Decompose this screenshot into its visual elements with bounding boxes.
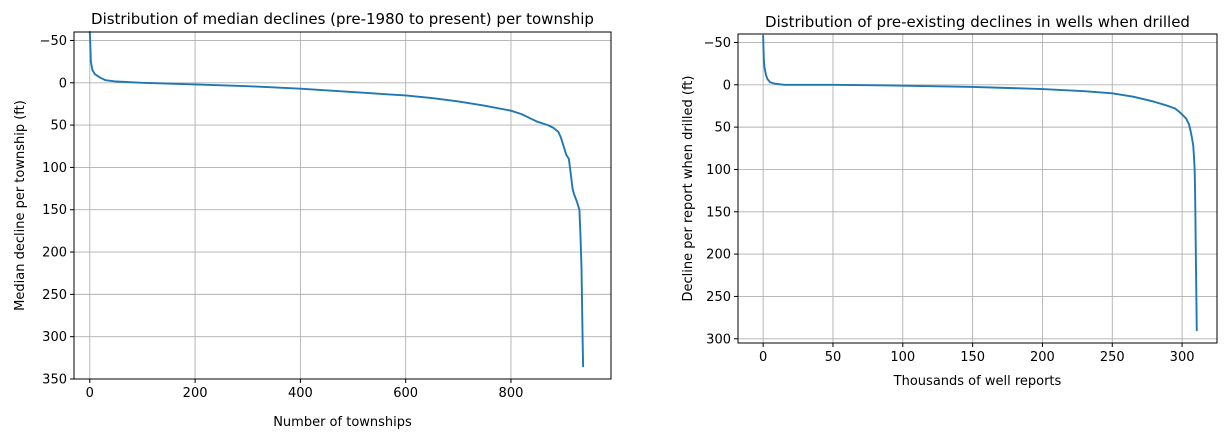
y-tick-label: 150 — [42, 203, 67, 218]
series-line — [762, 34, 1198, 332]
y-tick-label: 250 — [706, 290, 731, 305]
chart-title: Distribution of median declines (pre-198… — [91, 10, 594, 28]
y-tick-label: 250 — [42, 288, 67, 303]
y-tick-label: 50 — [714, 121, 731, 136]
x-axis-label: Number of townships — [273, 415, 412, 430]
x-tick-label: 400 — [288, 386, 313, 401]
x-tick-label: 0 — [86, 386, 94, 401]
x-tick-label: 100 — [890, 350, 915, 365]
x-tick-label: 800 — [499, 386, 524, 401]
y-tick-label: 350 — [42, 373, 67, 388]
y-tick-label: 300 — [706, 332, 731, 347]
x-tick-label: 250 — [1100, 350, 1125, 365]
y-tick-label: −50 — [40, 34, 67, 49]
x-tick-label: 600 — [393, 386, 418, 401]
y-axis-label: Median decline per township (ft) — [13, 100, 28, 311]
y-tick-label: 200 — [706, 248, 731, 263]
y-tick-label: 0 — [59, 76, 67, 91]
chart-median-declines: 0 200 400 600 800 −50 0 50 100 150 200 250 300 350 Di… — [13, 10, 612, 430]
axis-ticks: 0 200 400 600 800 −50 0 50 100 150 200 250 300 350 — [40, 34, 524, 401]
x-tick-label: 150 — [960, 350, 985, 365]
grid-lines — [738, 34, 1217, 343]
chart-title: Distribution of pre-existing declines in… — [765, 13, 1190, 31]
y-axis-label: Decline per report when drilled (ft) — [681, 76, 696, 302]
y-tick-label: 300 — [42, 330, 67, 345]
x-tick-label: 200 — [183, 386, 208, 401]
x-tick-label: 200 — [1030, 350, 1055, 365]
y-tick-label: 100 — [42, 161, 67, 176]
x-axis-label: Thousands of well reports — [893, 374, 1062, 389]
plot-frame — [73, 31, 612, 380]
series-line — [88, 31, 585, 368]
y-tick-label: 0 — [723, 78, 731, 93]
x-tick-label: 300 — [1170, 350, 1195, 365]
y-tick-label: 150 — [706, 205, 731, 220]
y-tick-label: 50 — [50, 119, 67, 134]
y-tick-label: −50 — [704, 36, 731, 51]
axis-ticks: 0 50 100 150 200 250 300 −50 0 50 100 150 200 250 300 — [704, 36, 1195, 365]
y-tick-label: 200 — [42, 246, 67, 261]
chart-preexisting-declines: 0 50 100 150 200 250 300−50050100150200250300 … — [681, 13, 1218, 389]
plot-frame — [737, 33, 1218, 344]
x-tick-label: 0 — [759, 350, 767, 365]
x-tick-label: 50 — [825, 350, 842, 365]
y-tick-label: 100 — [706, 163, 731, 178]
